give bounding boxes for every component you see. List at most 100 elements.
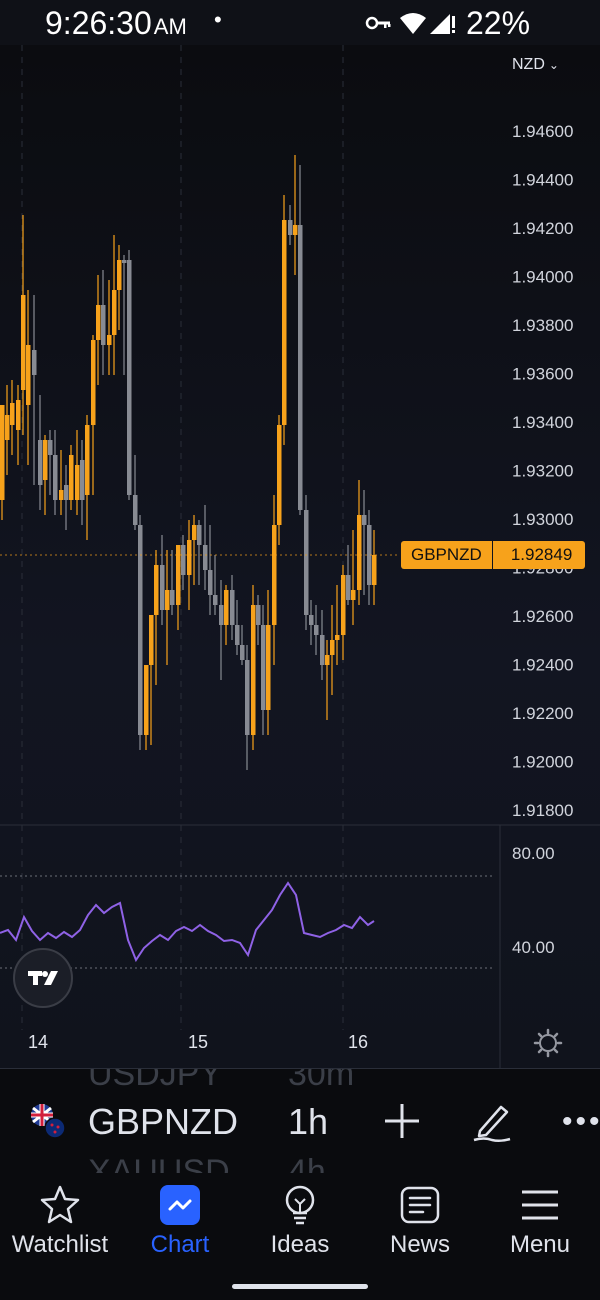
candle-body — [144, 665, 149, 735]
candle-body — [181, 545, 186, 575]
candle-body — [85, 425, 90, 495]
candle-body — [203, 545, 208, 570]
candle-body — [245, 660, 250, 735]
time-axis-label: 16 — [348, 1032, 368, 1052]
candle-body — [21, 295, 26, 390]
candle-body — [5, 415, 10, 440]
candle-body — [32, 350, 37, 375]
currency-selector[interactable]: NZD ⌄ — [512, 56, 559, 74]
nav-watchlist-label: Watchlist — [11, 1231, 109, 1258]
time-axis-label: 15 — [188, 1032, 208, 1052]
nav-chart-label: Chart — [150, 1231, 210, 1258]
drawing-pen-icon[interactable] — [470, 1099, 514, 1143]
price-axis-label: 1.94400 — [512, 171, 573, 190]
price-axis-label: 1.93600 — [512, 365, 573, 384]
price-axis-label: 1.94600 — [512, 122, 573, 141]
add-plus-icon[interactable] — [382, 1101, 422, 1141]
candle-body — [96, 305, 101, 340]
previous-symbol-row[interactable]: USDJPY 30m — [88, 1068, 354, 1094]
settings-gear-icon[interactable] — [533, 1028, 563, 1058]
candle-body — [298, 225, 303, 510]
candle-body — [266, 625, 271, 710]
candle-body — [75, 465, 80, 500]
nav-watchlist[interactable]: Watchlist — [0, 1183, 120, 1259]
tradingview-logo-glyph — [28, 971, 58, 985]
previous-interval: 30m — [288, 1068, 355, 1093]
candle-body — [314, 625, 319, 635]
last-price-badge: GBPNZD 1.92849 — [401, 541, 585, 569]
candle-body — [69, 455, 74, 500]
candle-body — [261, 625, 266, 710]
candle-body — [224, 590, 229, 625]
status-icons — [365, 13, 455, 34]
candle-body — [282, 220, 287, 425]
candle-body — [43, 440, 48, 480]
candle-body — [170, 590, 175, 605]
more-options-icon[interactable]: ••• — [562, 1105, 600, 1138]
gbp-nzd-flag-icon — [31, 1104, 66, 1139]
candle-body — [154, 565, 159, 615]
symbol-name[interactable]: GBPNZD — [88, 1101, 239, 1142]
rsi-axis-label: 80.00 — [512, 844, 555, 863]
candle-body — [59, 490, 64, 500]
candle-body — [149, 615, 154, 665]
status-ampm: AM — [153, 14, 187, 39]
interval-selector[interactable]: 1h — [288, 1101, 329, 1142]
status-bar: 9:26:30AM • 22% — [0, 0, 600, 50]
candle-body — [38, 440, 43, 485]
candle-body — [230, 590, 235, 625]
candle-body — [357, 515, 362, 590]
candle-body — [320, 635, 325, 665]
currency-label: NZD — [512, 56, 545, 73]
candle-body — [192, 525, 197, 540]
candle-body — [187, 540, 192, 575]
previous-symbol: USDJPY — [88, 1068, 223, 1093]
nav-ideas[interactable]: Ideas — [240, 1183, 360, 1259]
next-interval: 4h — [288, 1153, 326, 1174]
candle-body — [235, 625, 240, 645]
candle-body — [112, 290, 117, 335]
candle-body — [325, 655, 330, 665]
candle-body — [0, 405, 5, 500]
candle-body — [80, 460, 85, 500]
nav-menu-label: Menu — [509, 1231, 571, 1258]
candle-body — [48, 440, 53, 455]
tradingview-logo-icon[interactable] — [13, 948, 73, 1008]
candle-body — [176, 545, 181, 605]
next-symbol-row[interactable]: XAUUSD 4h — [88, 1153, 326, 1174]
rsi-axis-label: 40.00 — [512, 938, 555, 957]
candle-body — [208, 570, 213, 595]
candle-body — [219, 605, 224, 625]
symbol-bar: USDJPY 30m XAUUSD 4h GBPNZD 1h ••• — [0, 1068, 600, 1174]
home-indicator[interactable] — [232, 1284, 368, 1289]
price-axis-label: 1.92200 — [512, 704, 573, 723]
candle-body — [127, 260, 132, 495]
candle-body — [91, 340, 96, 425]
news-icon — [400, 1186, 440, 1224]
nav-news-label: News — [389, 1231, 450, 1258]
price-axis-label: 1.93000 — [512, 510, 573, 529]
menu-icon — [522, 1190, 558, 1220]
nav-menu[interactable]: Menu — [480, 1183, 600, 1259]
battery-level: 22% — [466, 5, 531, 41]
candle-body — [272, 525, 277, 625]
candle-body — [304, 510, 309, 615]
signal-icon — [430, 14, 455, 34]
candle-body — [26, 345, 31, 405]
nav-chart[interactable]: Chart — [120, 1183, 240, 1259]
next-symbol: XAUUSD — [88, 1153, 230, 1174]
candle-body — [309, 615, 314, 625]
rsi-line — [0, 881, 375, 963]
key-icon — [365, 16, 391, 30]
nav-news[interactable]: News — [360, 1183, 480, 1259]
candle-body — [251, 605, 256, 735]
candle-body — [107, 335, 112, 345]
notification-dot: • — [214, 7, 222, 32]
status-clock: 9:26:30 — [45, 5, 152, 41]
candle-body — [351, 590, 356, 600]
price-axis-label: 1.93200 — [512, 462, 573, 481]
candle-body — [346, 575, 351, 600]
candle-body — [335, 635, 340, 640]
candle-body — [10, 403, 15, 425]
candle-body — [256, 605, 261, 625]
